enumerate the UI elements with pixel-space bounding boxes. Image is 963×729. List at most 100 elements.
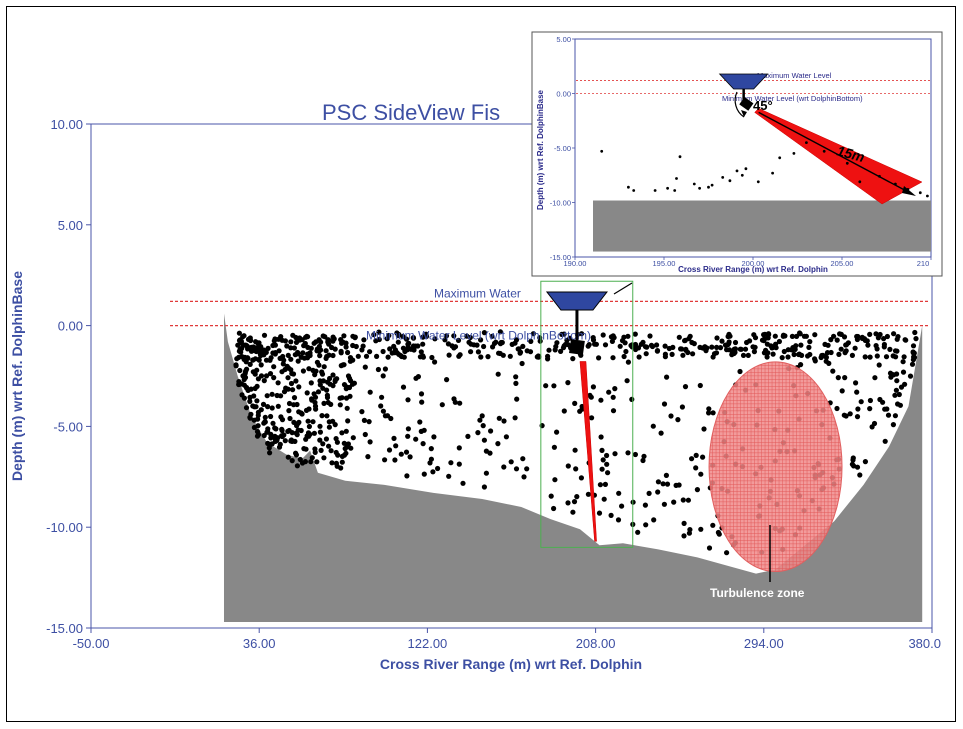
fish-target <box>481 437 487 443</box>
fish-target <box>807 339 813 345</box>
fish-target <box>305 344 311 350</box>
fish-target <box>324 413 330 419</box>
fish-target <box>468 349 474 355</box>
fish-target <box>842 375 848 381</box>
inset-fish-target <box>692 182 696 186</box>
fish-target <box>264 393 270 399</box>
fish-target <box>782 333 788 339</box>
fish-target <box>747 338 753 344</box>
fish-target <box>738 346 744 352</box>
fish-target <box>260 401 267 407</box>
fish-target <box>272 425 278 431</box>
fish-target <box>385 354 391 360</box>
fish-target <box>319 413 325 419</box>
fish-target <box>345 373 352 379</box>
x-tick-label: -50.00 <box>73 636 110 651</box>
angle-arc <box>734 91 745 118</box>
fish-target <box>835 375 841 381</box>
fish-target <box>685 349 691 356</box>
fish-target <box>589 415 595 421</box>
fish-target <box>862 354 868 360</box>
fish-target <box>301 343 307 349</box>
fish-target <box>571 499 578 505</box>
fish-target <box>909 361 916 367</box>
fish-target <box>528 338 534 344</box>
fish-target <box>265 440 271 446</box>
fish-target <box>291 345 297 351</box>
inset-fish-target <box>710 183 714 187</box>
fish-target <box>608 512 614 519</box>
fish-target <box>394 350 400 356</box>
fish-target <box>689 339 695 346</box>
fish-target <box>238 340 244 346</box>
fish-target <box>392 457 398 463</box>
fish-target <box>662 343 668 349</box>
fish-target <box>263 373 270 379</box>
fish-target <box>261 332 268 338</box>
fish-target <box>894 371 900 377</box>
fish-target <box>857 472 863 478</box>
fish-target <box>279 433 285 439</box>
x-tick-label: 122.00 <box>408 636 448 651</box>
inset-fish-target <box>858 180 862 184</box>
fish-target <box>761 338 767 344</box>
fish-target <box>663 472 670 478</box>
fish-target <box>239 354 245 360</box>
fish-target <box>726 347 733 353</box>
fish-target <box>514 396 520 402</box>
fish-target <box>551 505 557 512</box>
fish-target <box>865 342 871 348</box>
fish-target <box>690 351 696 357</box>
fish-target <box>327 381 333 387</box>
fish-target <box>612 386 618 392</box>
fish-target <box>867 397 874 404</box>
fish-target <box>600 332 606 338</box>
inset-fish-target <box>926 194 929 198</box>
fish-target <box>240 334 246 340</box>
fish-target <box>314 459 320 465</box>
fish-target <box>545 356 551 362</box>
fish-target <box>279 369 285 375</box>
x-tick-label: 208.00 <box>576 636 616 651</box>
inset-transducer-float <box>718 73 769 90</box>
fish-target <box>694 487 701 493</box>
fish-target <box>682 384 689 390</box>
fish-target <box>896 391 902 398</box>
fish-target <box>285 375 291 381</box>
fish-target <box>404 473 410 479</box>
fish-target <box>427 460 433 466</box>
fish-target <box>478 354 484 360</box>
fish-target <box>342 446 348 452</box>
fish-target <box>745 352 751 358</box>
fish-target <box>676 334 682 340</box>
fish-target <box>275 336 282 342</box>
fish-target <box>588 394 594 400</box>
fish-target <box>371 332 377 338</box>
fish-target <box>296 384 302 390</box>
fish-target <box>646 490 652 496</box>
fish-target <box>907 373 914 379</box>
fish-target <box>698 526 704 532</box>
fish-target <box>858 399 864 405</box>
fish-target <box>678 346 684 352</box>
inset-y-tick-label: 5.00 <box>556 35 571 44</box>
fish-target <box>724 550 730 556</box>
fish-target <box>621 353 627 360</box>
fish-target <box>365 454 371 460</box>
fish-target <box>288 345 294 351</box>
fish-target <box>706 406 712 412</box>
fish-target <box>598 397 604 403</box>
inset-fish-target <box>778 156 782 160</box>
fish-target <box>307 431 313 437</box>
inset-x-tick-label: 190.00 <box>564 259 587 268</box>
fish-target <box>881 341 888 348</box>
fish-target <box>286 408 292 414</box>
fish-target <box>512 415 518 421</box>
fish-target <box>251 393 257 399</box>
fish-target <box>874 346 880 352</box>
fish-target <box>477 417 483 423</box>
fish-target <box>479 413 485 419</box>
fish-target <box>247 414 253 420</box>
fish-target <box>578 475 585 481</box>
fish-target <box>282 438 288 444</box>
